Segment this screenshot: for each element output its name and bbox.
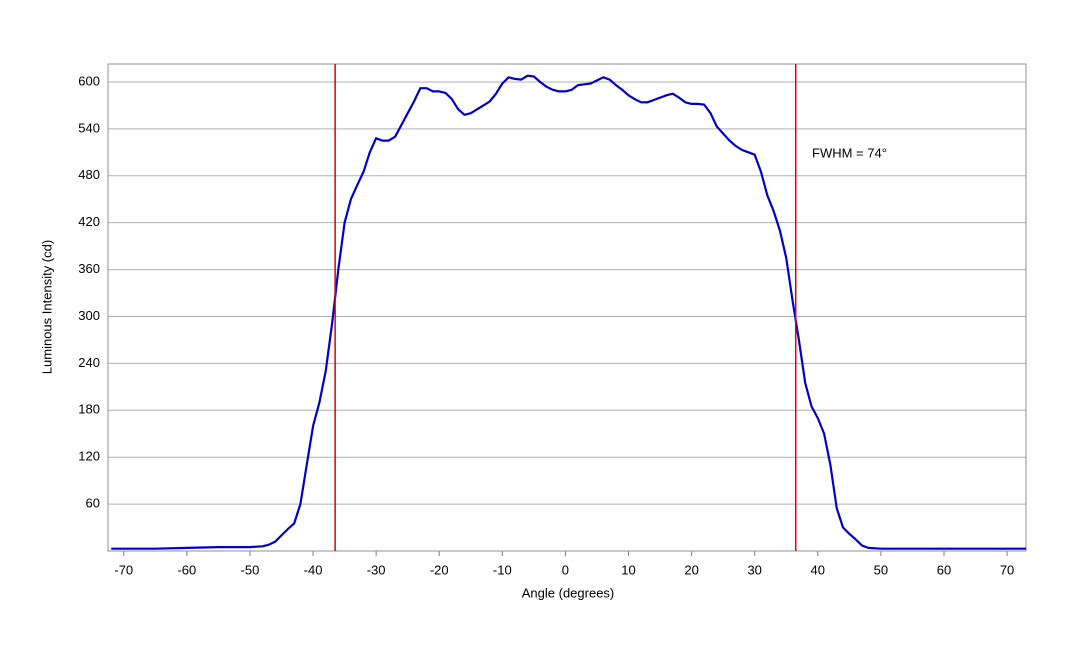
x-tick-label: 20 — [684, 562, 698, 577]
y-tick-label: 300 — [78, 308, 100, 323]
x-tick-label: 50 — [874, 562, 888, 577]
x-tick-label: 30 — [747, 562, 761, 577]
data-line — [111, 74, 1026, 550]
y-tick-label: 60 — [86, 496, 100, 511]
x-tick-label: -10 — [493, 562, 512, 577]
y-tick-label: 180 — [78, 402, 100, 417]
y-tick-label: 120 — [78, 449, 100, 464]
x-tick-label: 60 — [937, 562, 951, 577]
x-tick-label: 40 — [811, 562, 825, 577]
x-tick-label: 70 — [1000, 562, 1014, 577]
x-axis-label: Angle (degrees) — [522, 585, 615, 600]
x-tick-label: 0 — [562, 562, 569, 577]
x-tick-label: -60 — [177, 562, 196, 577]
y-tick-label: 480 — [78, 167, 100, 182]
y-tick-label: 240 — [78, 355, 100, 370]
y-tick-label: 360 — [78, 261, 100, 276]
annotation: FWHM = 74° — [812, 145, 887, 160]
y-tick-label: 600 — [78, 73, 100, 88]
plot-frame — [107, 63, 1027, 552]
x-tick-label: -30 — [367, 562, 386, 577]
x-tick-label: -70 — [114, 562, 133, 577]
y-tick-label: 420 — [78, 214, 100, 229]
y-axis-label: Luminous Intensity (cd) — [39, 240, 54, 374]
x-tick-label: -50 — [241, 562, 260, 577]
x-tick-label: 10 — [621, 562, 635, 577]
x-tick-label: -40 — [304, 562, 323, 577]
y-tick-label: 540 — [78, 120, 100, 135]
x-tick-label: -20 — [430, 562, 449, 577]
